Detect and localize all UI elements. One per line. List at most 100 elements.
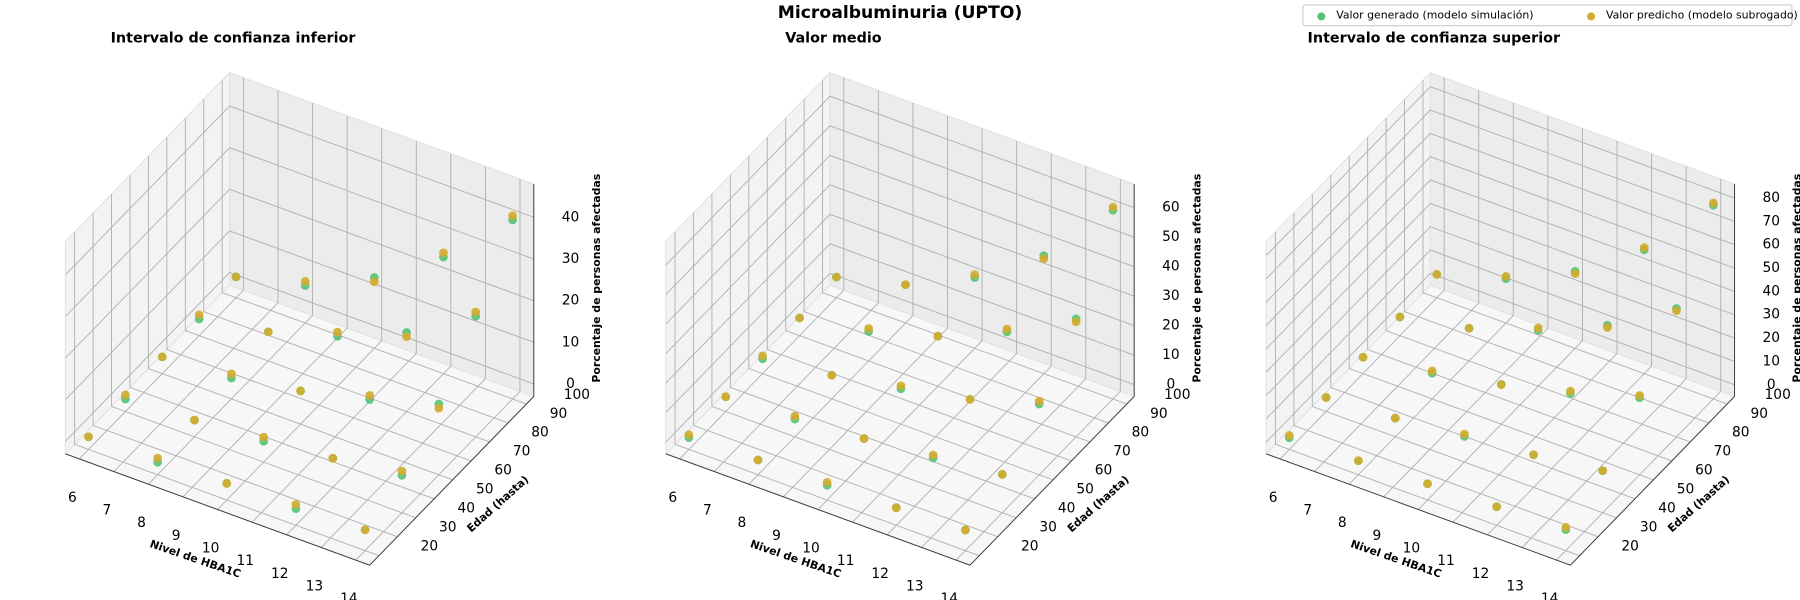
- data-point: [1354, 456, 1363, 466]
- legend-label: Valor generado (modelo simulación): [1336, 8, 1533, 21]
- x-tick-label: 12: [1472, 566, 1490, 582]
- grid-line: [693, 213, 998, 538]
- x-tick-label: 11: [236, 553, 254, 569]
- y-axis-line: [369, 396, 535, 566]
- data-point: [121, 390, 130, 400]
- subplot: 6789101112131420304050607080901000102030…: [64, 30, 603, 600]
- grid-line: [785, 118, 1091, 443]
- data-point: [263, 327, 273, 337]
- data-point: [795, 313, 804, 323]
- z-axis-label: Porcentaje de personas afectadas: [1190, 174, 1203, 383]
- y-tick-label: 60: [1095, 463, 1113, 479]
- grid-line: [65, 105, 534, 276]
- x-tick-label: 6: [1269, 490, 1278, 506]
- grid-line: [665, 184, 1135, 354]
- x-axis-line: [665, 453, 971, 566]
- data-point: [1395, 312, 1405, 322]
- x-tick-label: 10: [802, 541, 820, 557]
- grid-line: [1487, 153, 1653, 536]
- x-axis-line: [1266, 453, 1571, 566]
- data-point: [1358, 352, 1368, 362]
- grid-line: [355, 178, 521, 561]
- grid-line: [286, 153, 452, 536]
- x-tick-label: 6: [68, 490, 77, 506]
- grid-line: [1452, 141, 1618, 523]
- grid-line: [184, 118, 490, 443]
- y-axis-line: [969, 396, 1135, 566]
- grid-line: [1422, 80, 1728, 405]
- data-point: [1432, 270, 1442, 279]
- data-point: [1672, 306, 1681, 316]
- data-point: [328, 453, 338, 463]
- data-point: [721, 392, 731, 402]
- grid-line: [1330, 175, 1636, 500]
- z-tick-label: 50: [1162, 229, 1180, 245]
- y-tick-label: 30: [1640, 520, 1658, 536]
- z-tick-label: 40: [1763, 283, 1781, 299]
- z-tick-label: 40: [562, 209, 580, 225]
- data-point: [84, 432, 93, 442]
- grid-line: [852, 141, 1018, 523]
- z-tick-label: 30: [1162, 288, 1180, 304]
- data-point: [1039, 254, 1049, 263]
- z-tick-label: 0: [1767, 377, 1776, 393]
- z-axis-label: Porcentaje de personas afectadas: [590, 174, 603, 383]
- y-tick-label: 70: [1113, 444, 1131, 460]
- data-point: [291, 500, 301, 509]
- z-tick-label: 70: [1763, 213, 1781, 229]
- grid-line: [679, 77, 845, 460]
- x-tick-label: 13: [1506, 578, 1524, 594]
- subplot-title: Valor medio: [785, 30, 882, 46]
- grid-line: [166, 137, 472, 462]
- grid-line: [1293, 213, 1599, 538]
- y-axis-line: [1570, 396, 1735, 566]
- data-point: [859, 434, 869, 443]
- grid-line: [221, 80, 527, 405]
- data-point: [896, 381, 906, 391]
- data-point: [864, 324, 874, 333]
- data-point: [753, 455, 763, 465]
- data-point: [190, 415, 199, 425]
- x-tick-label: 11: [1437, 553, 1455, 569]
- data-point: [965, 394, 975, 404]
- figure-title: Microalbuminuria (UPTO): [778, 3, 1023, 23]
- z-tick-label: 60: [1162, 200, 1180, 216]
- data-point: [1034, 396, 1044, 406]
- y-tick-label: 90: [1750, 406, 1768, 422]
- y-tick-label: 80: [1732, 425, 1750, 441]
- y-tick-label: 20: [1621, 539, 1639, 555]
- z-tick-label: 60: [1763, 237, 1781, 253]
- data-point: [1566, 386, 1575, 396]
- y-tick-label: 20: [421, 539, 439, 555]
- x-axis-label: Nivel de HBA1C: [1349, 537, 1443, 580]
- x-tick-label: 14: [941, 591, 959, 600]
- data-point: [832, 272, 841, 282]
- grid-line: [147, 156, 453, 481]
- y-tick-label: 50: [476, 482, 494, 498]
- data-point: [1492, 502, 1502, 512]
- subplot: 6789101112131420304050607080901000102030…: [1265, 30, 1800, 600]
- data-point: [1108, 202, 1118, 212]
- data-point: [961, 525, 970, 535]
- data-point: [997, 470, 1007, 479]
- x-tick-label: 8: [137, 515, 146, 531]
- y-tick-label: 40: [457, 501, 475, 517]
- grid-line: [65, 188, 534, 359]
- grid-line: [921, 166, 1087, 548]
- data-point: [369, 277, 379, 287]
- data-point: [1602, 323, 1612, 332]
- data-point: [822, 477, 832, 487]
- grid-line: [766, 137, 1072, 462]
- x-tick-label: 6: [668, 490, 677, 506]
- legend-marker: [1587, 12, 1596, 21]
- grid-line: [1265, 109, 1735, 280]
- grid-line: [1521, 166, 1687, 548]
- subplot: 6789101112131420304050607080901000102030…: [664, 30, 1203, 600]
- grid-line: [1265, 249, 1735, 420]
- data-point: [891, 503, 901, 512]
- data-point: [970, 270, 980, 279]
- grid-line: [1265, 202, 1735, 373]
- z-tick-label: 50: [1763, 260, 1781, 276]
- legend-box: [1302, 4, 1793, 27]
- grid-line: [113, 90, 279, 472]
